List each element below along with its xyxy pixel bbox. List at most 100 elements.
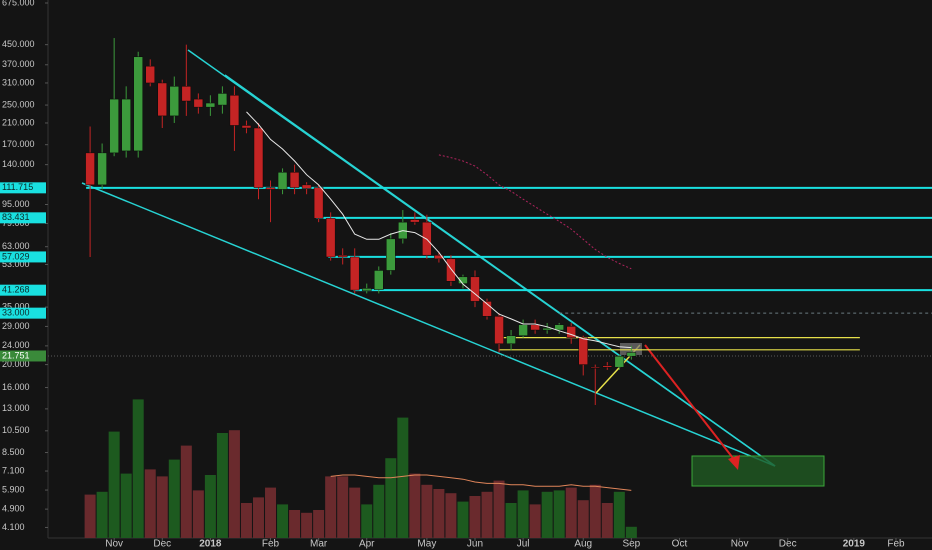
x-tick-label: Mar	[310, 539, 328, 550]
y-tick-label: 250.000	[2, 99, 35, 109]
volume-bar	[204, 475, 216, 538]
volume-bar	[240, 503, 252, 538]
candle-body	[85, 152, 95, 186]
volume-bar	[84, 494, 96, 538]
y-tick-label: 7.100	[2, 465, 25, 475]
y-tick-label: 4.100	[2, 522, 25, 532]
candle-body	[241, 125, 252, 129]
volume-bar	[373, 484, 385, 538]
trendline	[224, 74, 776, 467]
candle-body	[446, 258, 456, 282]
arrow	[644, 344, 737, 463]
y-tick-label: 95.000	[2, 199, 30, 209]
candle-body	[181, 86, 192, 102]
volume-bar	[445, 493, 457, 538]
candle-body	[542, 327, 552, 331]
volume-bar	[565, 487, 577, 538]
candle-body	[253, 127, 264, 188]
volume-bar	[192, 490, 204, 538]
volume-bar	[168, 459, 180, 538]
candle-body	[301, 184, 312, 189]
y-tick-label: 170.000	[2, 139, 35, 149]
y-tick-label: 4.900	[2, 504, 25, 514]
volume-bar	[553, 490, 565, 538]
level-label-box	[0, 212, 46, 224]
x-tick-label: Jun	[467, 539, 483, 550]
x-tick-label: Apr	[359, 539, 375, 550]
candle-body	[169, 86, 180, 117]
level-label-box	[0, 251, 46, 263]
x-tick-label: Feb	[262, 539, 280, 550]
candle-body	[374, 270, 384, 290]
y-tick-label: 310.000	[2, 77, 35, 87]
volume-bar	[625, 526, 637, 538]
level-label-box	[0, 182, 46, 194]
volume-bar	[589, 484, 601, 538]
volume-bar	[457, 501, 469, 538]
volume-bar	[529, 504, 541, 538]
level-label: 41.268	[2, 285, 30, 295]
y-tick-label: 53.000	[2, 259, 30, 269]
level-label-box	[0, 307, 46, 319]
y-tick-label: 675.000	[2, 0, 35, 7]
candle-body	[602, 365, 613, 368]
x-tick-label: May	[417, 539, 436, 550]
moving-average-long	[438, 154, 632, 270]
x-tick-label: Aug	[574, 539, 592, 550]
candle-body	[530, 324, 540, 331]
volume-bar	[144, 469, 156, 538]
candle-body	[482, 301, 492, 317]
level-label: 33.000	[2, 308, 30, 318]
candle-body	[554, 324, 564, 331]
volume-bar	[301, 512, 313, 538]
volume-bar	[337, 476, 349, 538]
volume-bar	[577, 500, 589, 538]
trendline	[81, 182, 776, 467]
candle-body	[566, 326, 576, 338]
volume-bar	[385, 458, 397, 538]
candle-body	[193, 98, 204, 108]
volume-bar	[120, 473, 132, 538]
last-price-box	[0, 350, 46, 362]
candle-body	[289, 172, 300, 188]
y-tick-label: 13.000	[2, 403, 30, 413]
candle-body	[265, 187, 276, 190]
candle-body	[410, 219, 420, 223]
candle-body	[217, 93, 228, 106]
candle-body	[145, 65, 155, 84]
volume-bar	[156, 476, 168, 538]
volume-bar	[421, 484, 433, 538]
x-tick-label: Nov	[105, 539, 123, 550]
volume-bar	[541, 491, 553, 538]
x-tick-label: Oct	[672, 539, 688, 550]
x-tick-label: Jul	[517, 539, 530, 550]
level-label: 111.715	[2, 182, 33, 192]
candle-body	[97, 152, 107, 186]
candle-body	[205, 102, 216, 108]
y-tick-label: 35.000	[2, 301, 30, 311]
y-tick-label: 5.900	[2, 484, 25, 494]
candle-body	[121, 98, 131, 152]
candle-body	[470, 276, 480, 302]
candle-body	[229, 95, 240, 126]
candle-body	[313, 187, 324, 219]
target-box	[691, 455, 825, 487]
volume-ma	[330, 474, 632, 491]
volume-bar	[613, 491, 625, 538]
y-tick-label: 450.000	[2, 39, 35, 49]
x-tick-label: Nov	[731, 539, 749, 550]
volume-bar	[349, 487, 361, 538]
volume-bar	[601, 503, 613, 538]
x-tick-label: 2019	[843, 539, 866, 550]
arrowhead	[728, 455, 740, 470]
volume-bar	[277, 504, 289, 538]
candle-body	[349, 256, 360, 291]
volume-bar	[108, 431, 120, 538]
volume-bar	[132, 399, 144, 538]
volume-bar	[180, 445, 192, 538]
level-label: 83.431	[2, 212, 30, 222]
candle-body	[626, 352, 637, 357]
volume-bar	[517, 490, 529, 538]
